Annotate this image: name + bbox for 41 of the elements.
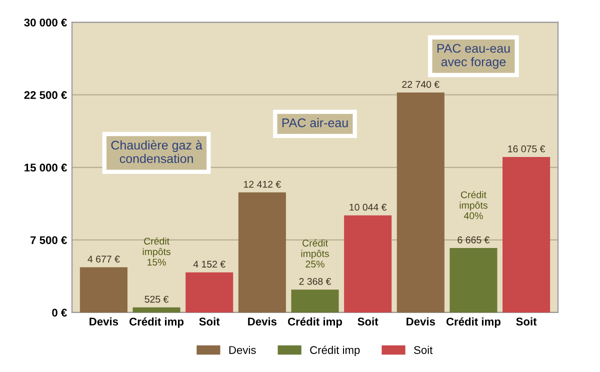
y-tick-label: 7 500 € — [30, 236, 67, 244]
data-label: 6 665 € — [458, 236, 490, 244]
y-tick-label: 0 € — [52, 308, 67, 317]
legend-label: Crédit imp — [310, 346, 360, 356]
data-label: 2 368 € — [299, 278, 332, 285]
annotation: Crédit impôts 25% — [301, 239, 329, 268]
x-tick-label: Soit — [199, 317, 220, 326]
annotation: PAC eau-eau avec forage — [437, 44, 510, 69]
y-tick-label: 30 000 € — [24, 18, 67, 26]
x-tick-label: Devis — [406, 317, 436, 326]
x-tick-label: Devis — [248, 317, 277, 326]
bar — [344, 215, 392, 312]
bar — [396, 92, 444, 312]
bar — [238, 192, 286, 312]
bar — [502, 157, 550, 312]
annotation: Crédit impôts 40% — [460, 190, 488, 220]
bar — [186, 272, 234, 312]
x-tick-label: Soit — [516, 317, 537, 326]
data-label: 4 677 € — [88, 256, 120, 263]
data-label: 12 412 € — [244, 180, 281, 188]
data-label: 16 075 € — [508, 145, 546, 152]
y-tick-label: 22 500 € — [24, 91, 67, 99]
bar — [132, 307, 180, 312]
bar — [450, 248, 498, 312]
annotation: Chaudière gaz à condensation — [111, 140, 202, 164]
bar — [291, 290, 339, 312]
legend-label: Devis — [229, 346, 256, 354]
x-tick-label: Soit — [358, 317, 378, 326]
x-tick-label: Crédit imp — [288, 317, 342, 328]
x-tick-label: Crédit imp — [446, 317, 500, 328]
x-tick-label: Crédit imp — [130, 317, 184, 328]
annotation: PAC air-eau — [282, 118, 348, 128]
bar — [80, 267, 128, 312]
data-label: 4 152 € — [193, 260, 226, 268]
data-label: 525 € — [144, 296, 169, 303]
x-tick-label: Devis — [90, 317, 118, 326]
legend-label: Soit — [414, 346, 433, 354]
data-label: 10 044 € — [350, 204, 387, 211]
data-label: 22 740 € — [402, 80, 440, 88]
y-tick-label: 15 000 € — [24, 164, 67, 172]
annotation: Crédit impôts 15% — [142, 237, 170, 266]
